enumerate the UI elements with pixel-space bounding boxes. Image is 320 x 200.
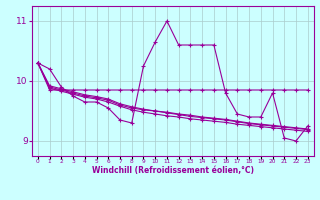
X-axis label: Windchill (Refroidissement éolien,°C): Windchill (Refroidissement éolien,°C) [92, 166, 254, 175]
